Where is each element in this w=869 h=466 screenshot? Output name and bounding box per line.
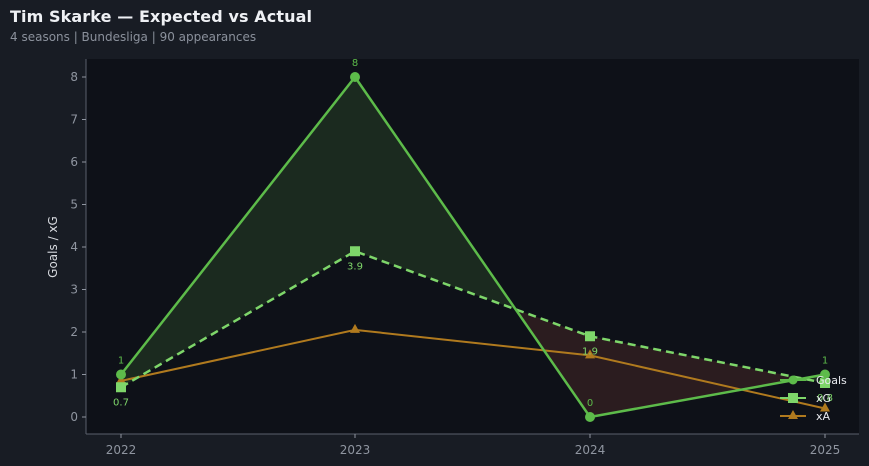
y-tick-label: 2 xyxy=(70,325,78,339)
xg-marker xyxy=(820,378,830,388)
xg-data-label: 1.9 xyxy=(582,346,598,357)
legend-marker-circle-icon xyxy=(788,375,798,385)
chart-title: Tim Skarke — Expected vs Actual xyxy=(10,7,313,26)
chart-subtitle: 4 seasons | Bundesliga | 90 appearances xyxy=(10,30,257,44)
goals-data-label: 0 xyxy=(587,398,593,409)
xg-data-label: 3.9 xyxy=(347,261,363,272)
legend-label-xa: xA xyxy=(816,410,831,423)
legend-label-goals: Goals xyxy=(816,374,847,387)
x-tick-label: 2023 xyxy=(340,443,371,457)
y-axis-label: Goals / xG xyxy=(46,216,60,278)
goals-data-label: 8 xyxy=(352,58,358,69)
y-tick-label: 5 xyxy=(70,198,78,212)
legend-label-xg: xG xyxy=(816,392,831,405)
legend-marker-triangle-icon xyxy=(788,410,798,419)
y-tick-label: 6 xyxy=(70,155,78,169)
xa-marker xyxy=(350,323,360,333)
legend-marker-square-icon xyxy=(788,393,798,403)
x-tick-label: 2024 xyxy=(575,443,606,457)
y-tick-label: 0 xyxy=(70,410,78,424)
fill-between-area xyxy=(590,336,803,417)
xg-data-label: 0.7 xyxy=(113,397,129,408)
xg-marker xyxy=(116,382,126,393)
xa-marker xyxy=(585,349,595,359)
y-tick-label: 3 xyxy=(70,283,78,297)
xg-marker xyxy=(350,246,360,257)
xg-data-label: 0.8 xyxy=(817,393,833,404)
y-tick-label: 7 xyxy=(70,113,78,127)
x-tick-label: 2025 xyxy=(810,443,841,457)
goals-marker xyxy=(116,369,126,380)
y-tick-label: 4 xyxy=(70,240,78,254)
xg-line xyxy=(120,249,826,389)
y-tick-label: 1 xyxy=(70,368,78,382)
xa-marker xyxy=(820,402,830,412)
goals-marker xyxy=(585,412,595,422)
goals-data-label: 1 xyxy=(118,356,124,367)
y-tick-label: 8 xyxy=(70,70,78,84)
xa-line xyxy=(120,328,826,410)
xg-marker xyxy=(585,331,595,342)
fill-between-area xyxy=(121,77,355,388)
goals-data-label: 1 xyxy=(822,356,828,367)
goals-line xyxy=(120,74,826,419)
goals-marker xyxy=(350,72,360,82)
x-tick-label: 2022 xyxy=(106,443,137,457)
goals-marker xyxy=(820,369,830,380)
